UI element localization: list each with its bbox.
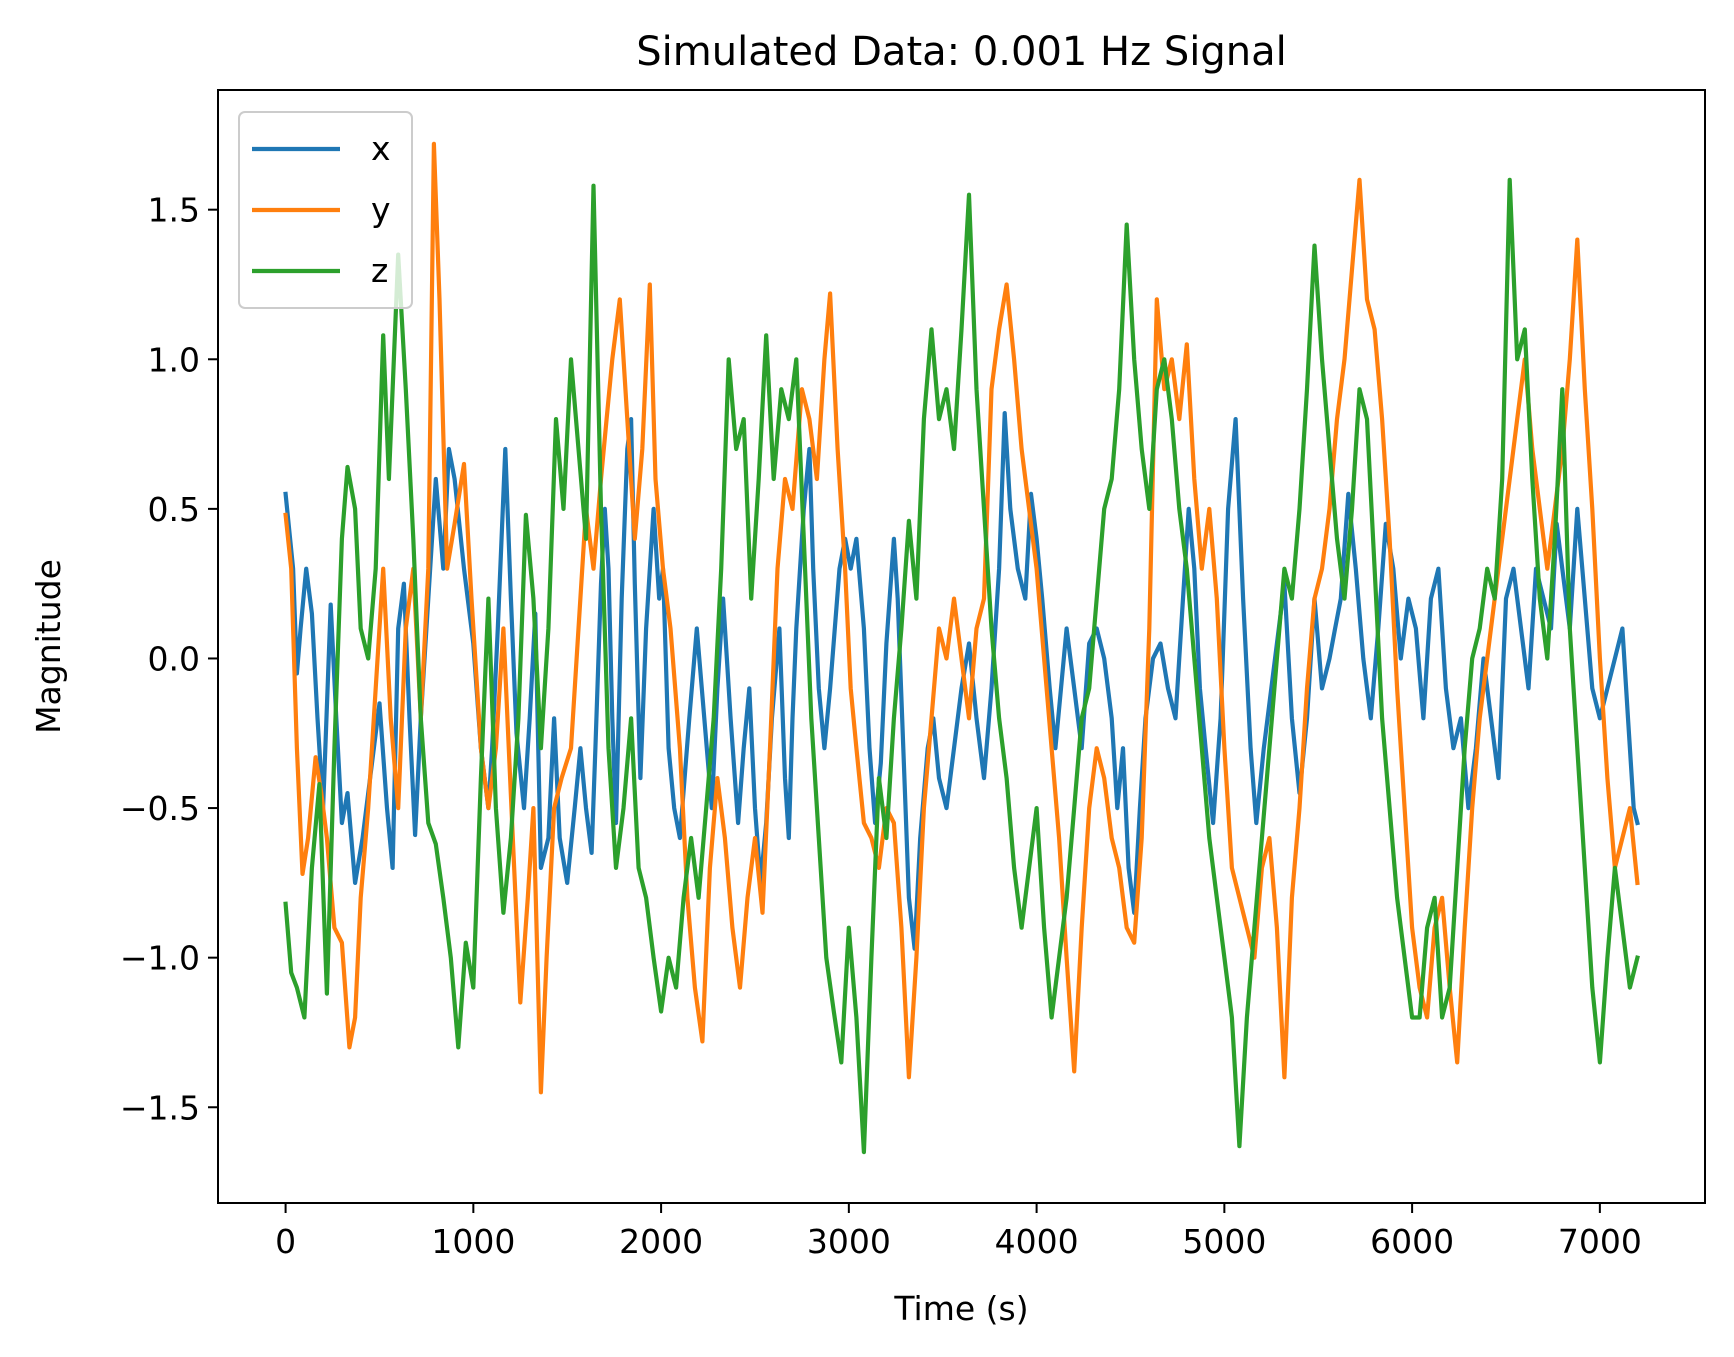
legend-label-y: y [371,190,391,229]
x-tick-label: 0 [275,1222,296,1261]
x-tick-label: 7000 [1558,1222,1642,1261]
series-z-line [283,177,1640,1155]
series-layer [283,141,1640,1155]
y-tick-label: 1.0 [148,340,200,379]
legend-label-x: x [371,129,391,168]
legend-label-z: z [371,251,388,290]
x-tick-label: 6000 [1370,1222,1454,1261]
y-tick-label: 1.5 [148,191,200,230]
plot-area-frame [217,89,1706,1204]
y-tick-label: 0.0 [148,639,200,678]
x-tick-label: 4000 [995,1222,1079,1261]
legend: xyz [238,111,413,309]
y-tick-label: −1.5 [120,1088,200,1127]
ticks-layer: 0 1000 2000 3000 4000 5000 6000 7000 −1.5 −1.0 −0.… [120,191,1642,1261]
x-tick-label: 1000 [431,1222,515,1261]
series-y-line [283,141,1640,1095]
x-axis-label: Time (s) [893,1289,1028,1328]
y-tick-label: 0.5 [148,490,200,529]
y-tick-label: −1.0 [120,939,200,978]
y-axis-label: Magnitude [29,559,68,734]
x-tick-label: 3000 [807,1222,891,1261]
chart-title: Simulated Data: 0.001 Hz Signal [636,29,1286,75]
x-tick-label: 5000 [1182,1222,1266,1261]
x-tick-label: 2000 [619,1222,703,1261]
y-tick-label: −0.5 [120,789,200,828]
